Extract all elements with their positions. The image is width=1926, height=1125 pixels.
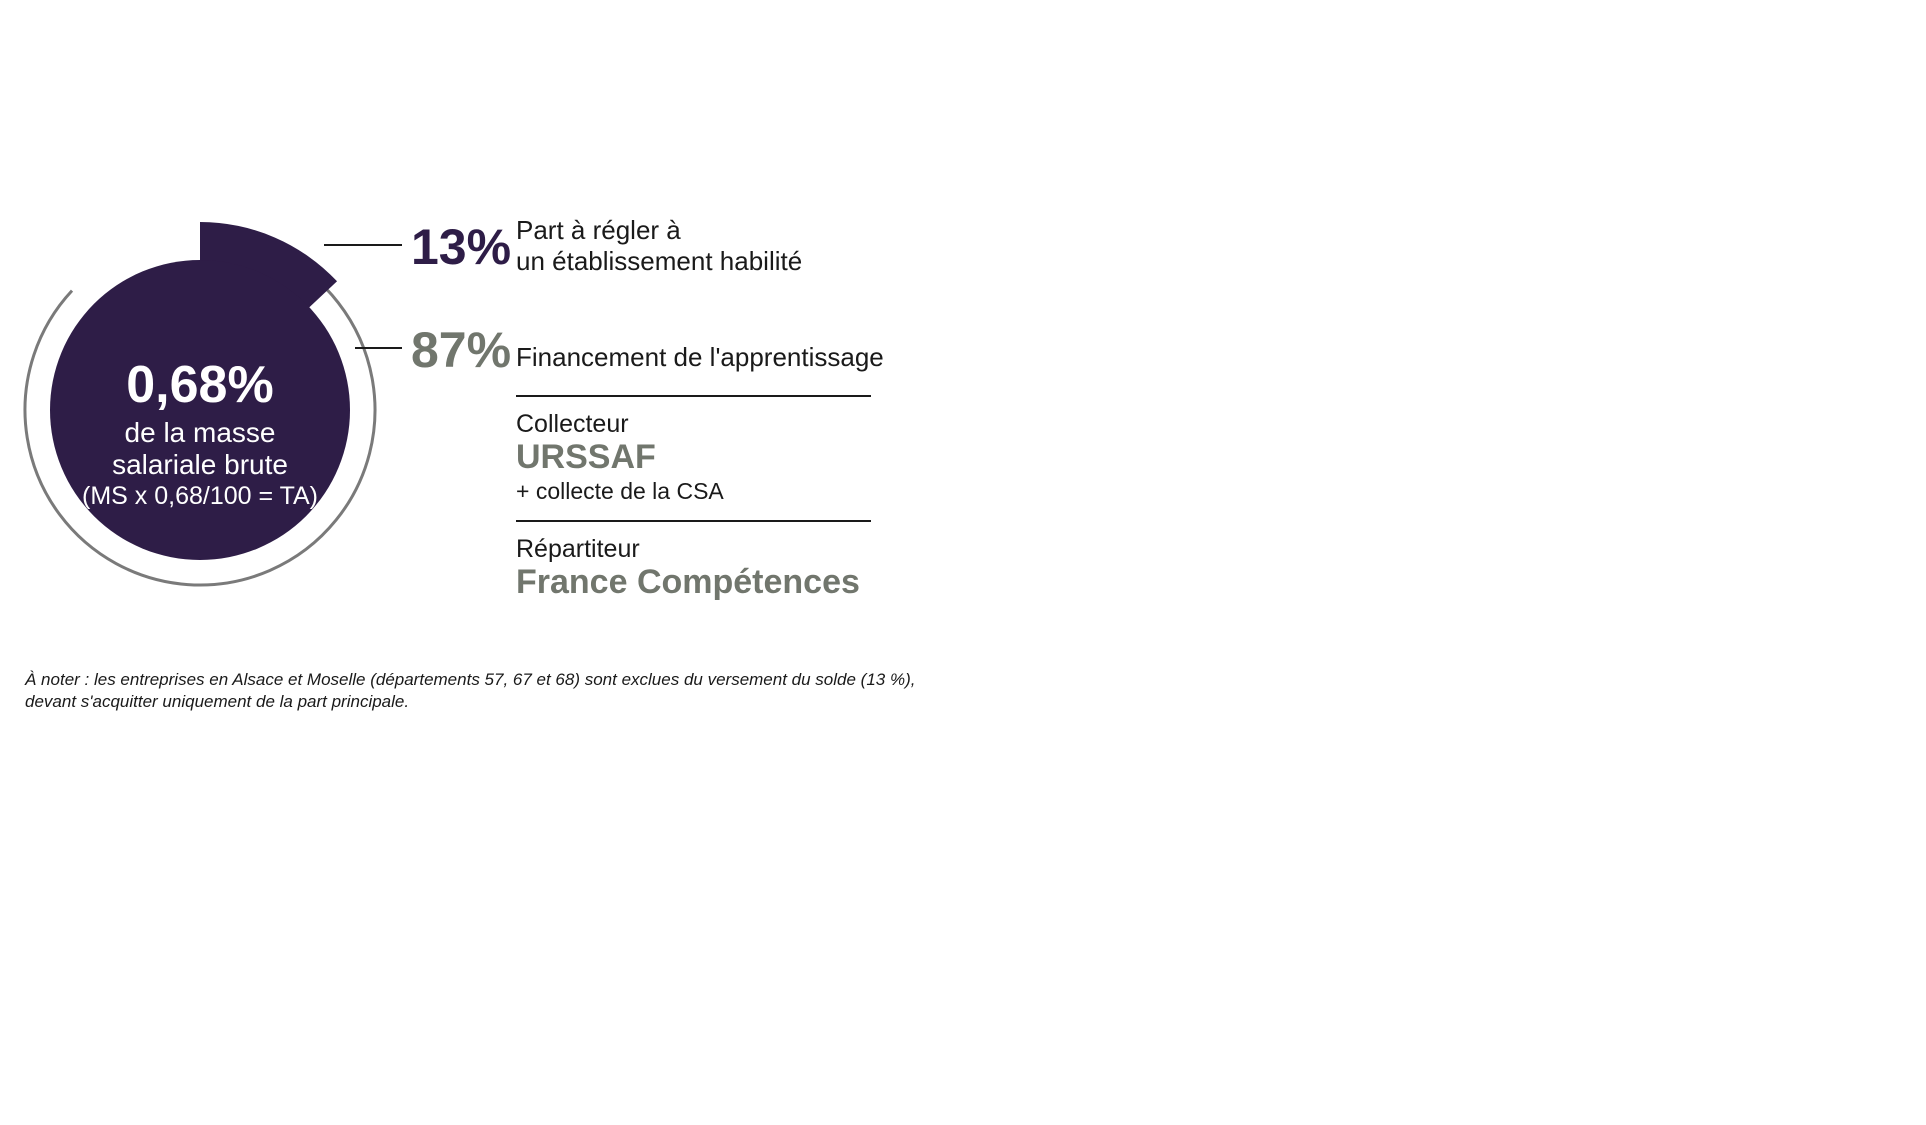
pie-chart-svg <box>0 0 1926 1125</box>
divider-2 <box>516 520 871 522</box>
section-bottom-desc: Financement de l'apprentissage <box>516 342 884 373</box>
collector-value: URSSAF <box>516 438 656 477</box>
circle-sub-line-1: de la masse <box>60 417 340 449</box>
footnote-line-1: À noter : les entreprises en Alsace et M… <box>25 670 915 690</box>
divider-1 <box>516 395 871 397</box>
collector-label: Collecteur <box>516 410 629 439</box>
collector-sub: + collecte de la CSA <box>516 478 724 505</box>
footnote-line-2: devant s'acquitter uniquement de la part… <box>25 692 409 712</box>
repartitor-value: France Compétences <box>516 563 860 602</box>
section-top-percent: 13% <box>411 218 511 276</box>
circle-sub-line-3: (MS x 0,68/100 = TA) <box>60 482 340 511</box>
section-top-desc-line-2: un établissement habilité <box>516 246 802 277</box>
infographic-stage: 0,68% de la masse salariale brute (MS x … <box>0 0 1926 1125</box>
section-bottom-percent: 87% <box>411 321 511 379</box>
circle-main-value: 0,68% <box>60 355 340 415</box>
repartitor-label: Répartiteur <box>516 535 640 564</box>
section-top-desc-line-1: Part à régler à <box>516 215 681 246</box>
circle-sub-line-2: salariale brute <box>60 449 340 481</box>
